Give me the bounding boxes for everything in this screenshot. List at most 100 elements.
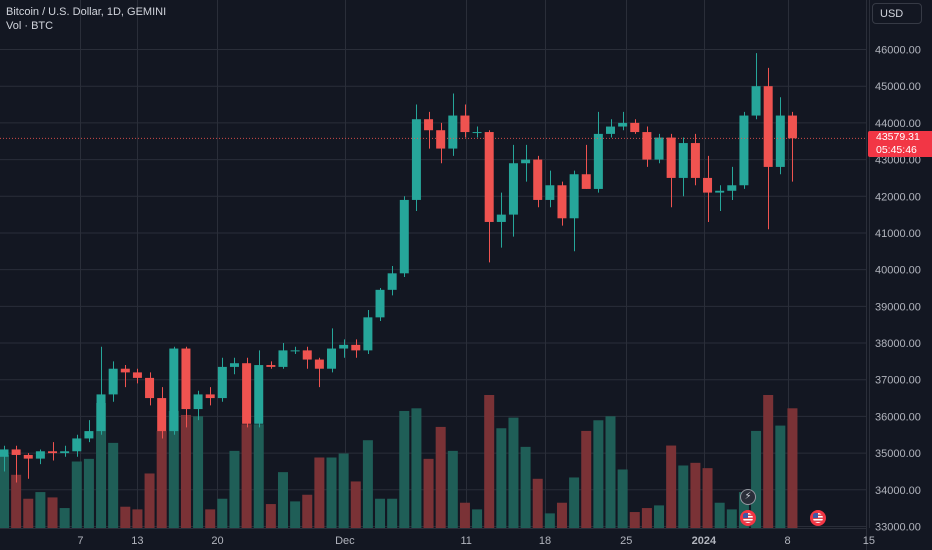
candle-body xyxy=(424,119,434,131)
candle-body xyxy=(96,394,106,432)
candle-body xyxy=(581,174,591,189)
candle-body xyxy=(35,451,45,459)
candle-body xyxy=(606,126,615,134)
x-tick-label: 18 xyxy=(539,535,551,547)
candle-body xyxy=(339,344,349,349)
volume-bar xyxy=(751,430,762,528)
bar-countdown: 05:45:46 xyxy=(876,144,917,157)
volume-bar xyxy=(472,509,483,528)
candle-body xyxy=(302,350,312,360)
y-tick-label: 44000.00 xyxy=(875,118,921,130)
candle-body xyxy=(327,348,337,369)
volume-bar xyxy=(144,473,155,528)
x-tick-label: 7 xyxy=(77,535,83,547)
volume-bar xyxy=(241,424,252,528)
x-tick-label: 25 xyxy=(620,535,632,547)
candle-body xyxy=(472,132,482,134)
candle-body xyxy=(84,431,94,439)
volume-bar xyxy=(508,417,519,528)
volume-bar xyxy=(83,458,94,528)
volume-bar xyxy=(205,509,216,528)
candle-body xyxy=(120,368,130,373)
volume-bar xyxy=(484,395,495,528)
volume-bar xyxy=(775,425,786,528)
candle-body xyxy=(169,348,179,432)
candle-body xyxy=(654,137,664,160)
y-tick-label: 35000.00 xyxy=(875,448,921,460)
candle-body xyxy=(399,199,409,274)
candle-body xyxy=(217,366,227,399)
candle-body xyxy=(60,451,70,454)
volume-bar xyxy=(690,462,701,528)
us-flag-icon[interactable] xyxy=(810,510,826,526)
volume-bar xyxy=(132,509,143,528)
candle-body xyxy=(351,344,361,351)
candle-body xyxy=(484,132,494,222)
volume-legend[interactable]: Vol · BTC xyxy=(6,20,54,32)
candle-body xyxy=(533,159,543,200)
last-price-tag: 43579.31 05:45:46 xyxy=(868,131,932,158)
candle-body xyxy=(229,363,239,367)
candle-body xyxy=(0,449,9,457)
lightning-icon[interactable]: ⚡ xyxy=(740,489,756,505)
volume-bar xyxy=(556,502,567,528)
candle-body xyxy=(23,454,33,459)
volume-bar xyxy=(569,477,580,528)
candle-body xyxy=(593,133,603,189)
y-tick-label: 39000.00 xyxy=(875,301,921,313)
volume-bar xyxy=(520,446,531,528)
volume-bar xyxy=(229,450,240,528)
volume-bar xyxy=(666,445,677,528)
candle-body xyxy=(630,122,640,133)
volume-bar xyxy=(302,494,313,528)
candle-body xyxy=(181,348,191,410)
us-flag-icon[interactable] xyxy=(740,510,756,526)
volume-bar xyxy=(120,506,131,528)
y-tick-label: 43000.00 xyxy=(875,155,921,167)
volume-bar xyxy=(726,509,737,528)
candle-body xyxy=(290,350,300,352)
volume-bar xyxy=(399,410,410,528)
candle-body xyxy=(751,86,761,116)
candle-body xyxy=(48,451,58,454)
volume-bar xyxy=(654,505,665,528)
volume-bar xyxy=(180,414,191,528)
candle-body xyxy=(569,174,579,219)
volume-bar xyxy=(375,498,386,528)
volume-bar xyxy=(423,458,434,528)
volume-bar xyxy=(47,497,58,528)
currency-button[interactable]: USD xyxy=(872,3,922,24)
volume-bar xyxy=(314,457,325,528)
y-tick-label: 46000.00 xyxy=(875,45,921,57)
volume-bar xyxy=(11,474,22,528)
volume-bar xyxy=(411,408,422,528)
symbol-title[interactable]: Bitcoin / U.S. Dollar, 1D, GEMINI xyxy=(6,6,167,18)
candle-body xyxy=(739,115,749,186)
volume-bar xyxy=(326,457,337,528)
candle-body xyxy=(642,132,652,160)
volume-bar xyxy=(605,416,616,528)
volume-bar xyxy=(787,408,798,528)
volume-bar xyxy=(629,512,640,528)
x-tick-label: 20 xyxy=(211,535,223,547)
candle-body xyxy=(508,163,518,215)
volume-bar xyxy=(217,498,228,528)
candle-body xyxy=(254,365,264,424)
y-tick-label: 37000.00 xyxy=(875,375,921,387)
x-tick-label: 8 xyxy=(785,535,791,547)
volume-bar xyxy=(193,416,204,528)
candle-body xyxy=(727,185,737,191)
candle-body xyxy=(557,185,567,219)
x-tick-label: 11 xyxy=(460,535,471,547)
y-tick-label: 36000.00 xyxy=(875,411,921,423)
volume-bar xyxy=(35,492,46,528)
candle-body xyxy=(411,119,421,200)
volume-bar xyxy=(617,469,628,528)
y-tick-label: 34000.00 xyxy=(875,485,921,497)
candle-body xyxy=(11,449,21,455)
volume-bar xyxy=(702,468,713,528)
volume-bar xyxy=(532,478,543,528)
candle-body xyxy=(266,365,276,367)
candle-body xyxy=(690,143,700,178)
